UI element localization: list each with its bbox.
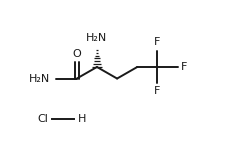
Text: F: F	[153, 37, 160, 47]
Text: O: O	[72, 49, 81, 59]
Text: H₂N: H₂N	[86, 33, 107, 43]
Text: H: H	[77, 114, 86, 124]
Text: F: F	[180, 62, 186, 72]
Text: F: F	[153, 86, 160, 96]
Text: Cl: Cl	[37, 114, 48, 124]
Text: H₂N: H₂N	[28, 74, 49, 83]
